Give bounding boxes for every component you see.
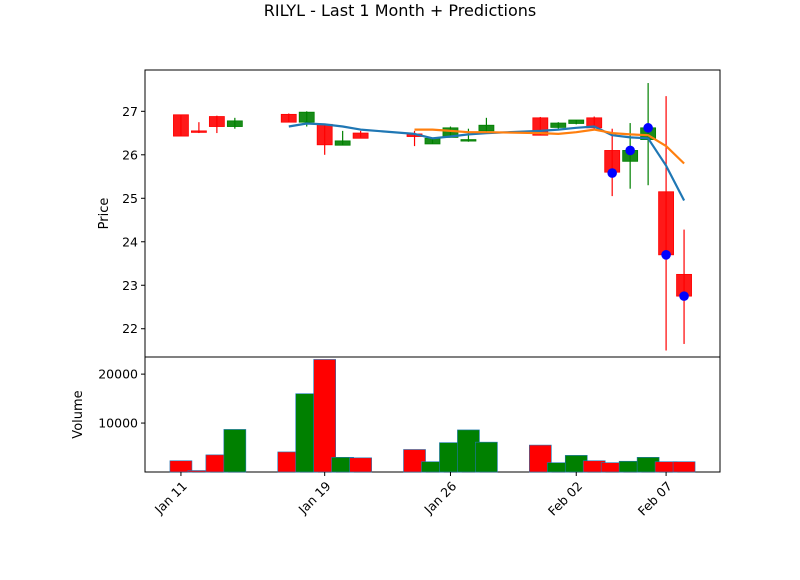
volume-bar [529, 444, 552, 473]
candle-body [550, 122, 567, 128]
x-tick-label: Jan 19 [295, 478, 334, 517]
volume-bar [223, 429, 247, 473]
prediction-point [625, 145, 635, 156]
price-y-tick-label: 24 [122, 234, 138, 249]
price-y-tick-label: 25 [122, 191, 138, 206]
x-tick-label: Jan 26 [420, 478, 459, 517]
x-tick-label: Feb 07 [635, 478, 675, 518]
candle-body [334, 140, 351, 146]
price-y-tick-label: 22 [122, 321, 138, 336]
candle-body [586, 117, 603, 129]
volume-bar [349, 457, 372, 473]
volume-bar [475, 441, 498, 473]
x-axis: Jan 11 Jan 19 Jan 26 Feb 02 Feb 07 [151, 472, 675, 519]
prediction-point [643, 123, 653, 133]
price-panel: 22 23 24 25 26 27 Price [97, 69, 721, 358]
price-y-tick-label: 27 [122, 104, 138, 119]
candle-body [298, 111, 315, 123]
candle-body [568, 119, 585, 124]
prediction-point [679, 291, 689, 301]
x-tick-label: Jan 11 [151, 478, 190, 517]
candle-body [352, 132, 369, 139]
price-plot-frame [144, 69, 721, 358]
candle-body [226, 120, 243, 127]
prediction-point [661, 250, 671, 260]
candle-body [280, 113, 297, 123]
candle-body [208, 116, 225, 127]
volume-bar [403, 449, 426, 473]
prediction-point [607, 168, 617, 178]
volume-y-axis-label: Volume [71, 390, 86, 438]
price-y-tick-label: 23 [122, 278, 138, 293]
candle-body [191, 130, 207, 133]
price-y-tick-label: 26 [122, 147, 138, 162]
price-y-axis-label: Price [97, 198, 112, 230]
chart-title: RILYL - Last 1 Month + Predictions [264, 1, 536, 20]
volume-y-tick-label: 20000 [98, 367, 138, 382]
candle-body [173, 114, 189, 137]
volume-bar [313, 359, 336, 473]
candle-body [460, 139, 477, 142]
candle-body [478, 124, 495, 132]
moving-average-line [414, 128, 685, 165]
volume-bar [672, 461, 696, 473]
volume-y-tick-label: 10000 [98, 416, 138, 431]
candle-body [658, 191, 674, 256]
x-tick-label: Feb 02 [545, 478, 585, 518]
volume-panel: 10000 20000 Volume [71, 356, 721, 473]
candle-body [316, 123, 333, 146]
